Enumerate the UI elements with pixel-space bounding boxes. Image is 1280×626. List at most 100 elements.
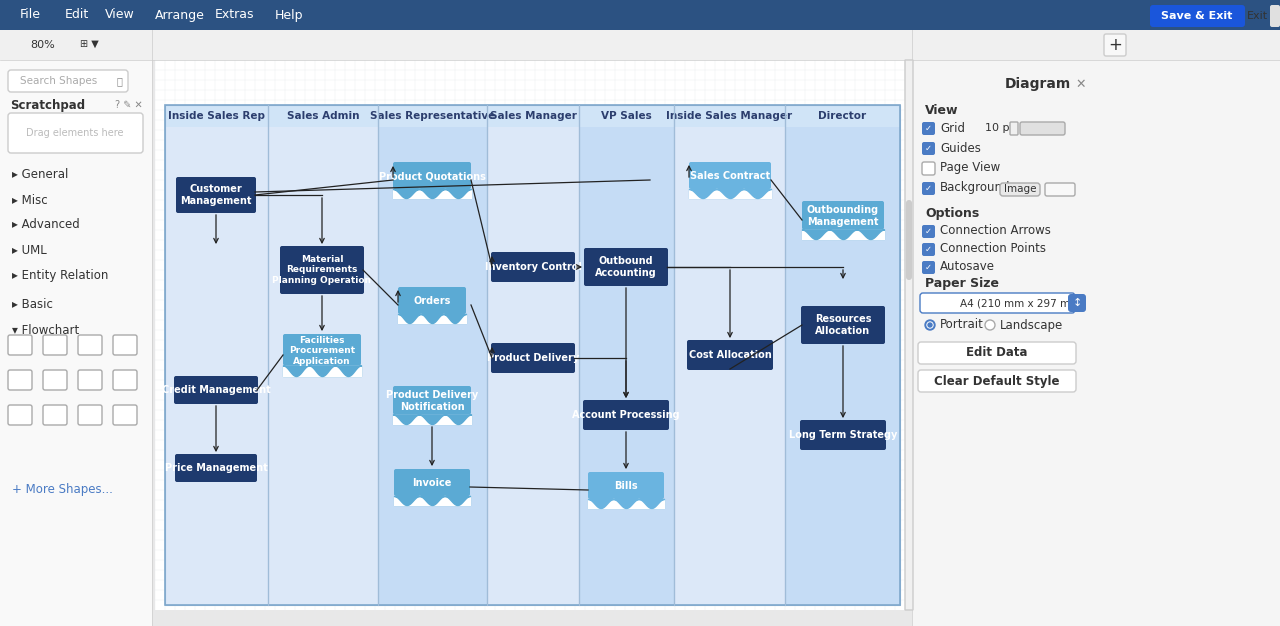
FancyBboxPatch shape bbox=[486, 127, 579, 605]
FancyBboxPatch shape bbox=[283, 334, 361, 366]
FancyBboxPatch shape bbox=[905, 60, 913, 610]
Text: Product Quotations: Product Quotations bbox=[379, 172, 485, 182]
Text: Account Processing: Account Processing bbox=[572, 410, 680, 420]
Circle shape bbox=[927, 322, 933, 328]
Text: Credit Management: Credit Management bbox=[161, 385, 270, 395]
Text: Page View: Page View bbox=[940, 162, 1000, 175]
Text: Customer
Management: Customer Management bbox=[180, 184, 252, 206]
FancyBboxPatch shape bbox=[922, 243, 934, 256]
FancyBboxPatch shape bbox=[588, 472, 664, 499]
Text: Save & Exit: Save & Exit bbox=[1161, 11, 1233, 21]
Text: Image: Image bbox=[1004, 184, 1037, 194]
Text: ✓: ✓ bbox=[924, 183, 932, 193]
FancyBboxPatch shape bbox=[165, 127, 268, 605]
FancyBboxPatch shape bbox=[1044, 183, 1075, 196]
Bar bbox=[675, 105, 785, 605]
FancyBboxPatch shape bbox=[378, 105, 486, 127]
FancyBboxPatch shape bbox=[174, 376, 259, 404]
Text: Clear Default Style: Clear Default Style bbox=[934, 374, 1060, 387]
FancyBboxPatch shape bbox=[268, 127, 378, 605]
FancyBboxPatch shape bbox=[378, 127, 486, 605]
FancyBboxPatch shape bbox=[492, 343, 575, 373]
FancyBboxPatch shape bbox=[0, 30, 1280, 60]
Bar bbox=[785, 105, 900, 605]
Circle shape bbox=[925, 320, 934, 330]
Text: View: View bbox=[105, 9, 134, 21]
FancyBboxPatch shape bbox=[393, 162, 471, 189]
Text: 10 pt: 10 pt bbox=[986, 123, 1014, 133]
Bar bbox=[165, 105, 900, 605]
FancyBboxPatch shape bbox=[177, 177, 256, 213]
FancyBboxPatch shape bbox=[918, 370, 1076, 392]
FancyBboxPatch shape bbox=[486, 105, 579, 127]
FancyBboxPatch shape bbox=[78, 370, 102, 390]
Text: Outbound
Accounting: Outbound Accounting bbox=[595, 256, 657, 278]
FancyBboxPatch shape bbox=[78, 405, 102, 425]
Text: Product Delivery
Notification: Product Delivery Notification bbox=[385, 391, 479, 412]
Text: ✕: ✕ bbox=[1075, 78, 1085, 91]
Text: Sales Admin: Sales Admin bbox=[287, 111, 360, 121]
Text: VP Sales: VP Sales bbox=[602, 111, 652, 121]
FancyBboxPatch shape bbox=[785, 127, 900, 605]
Text: Inside Sales Manager: Inside Sales Manager bbox=[667, 111, 792, 121]
FancyBboxPatch shape bbox=[280, 246, 364, 294]
FancyBboxPatch shape bbox=[1103, 34, 1126, 56]
Text: Facilities
Procurement
Application: Facilities Procurement Application bbox=[289, 336, 355, 366]
Text: Paper Size: Paper Size bbox=[925, 277, 998, 289]
Text: Bills: Bills bbox=[614, 481, 637, 491]
Text: 🔍: 🔍 bbox=[116, 76, 122, 86]
Text: Landscape: Landscape bbox=[1000, 319, 1064, 332]
FancyBboxPatch shape bbox=[8, 335, 32, 355]
FancyBboxPatch shape bbox=[8, 405, 32, 425]
Text: Portrait: Portrait bbox=[940, 319, 984, 332]
FancyBboxPatch shape bbox=[584, 248, 668, 286]
FancyBboxPatch shape bbox=[801, 306, 884, 344]
FancyBboxPatch shape bbox=[398, 287, 466, 314]
FancyBboxPatch shape bbox=[175, 454, 257, 482]
FancyBboxPatch shape bbox=[687, 340, 773, 370]
Text: Exit: Exit bbox=[1247, 11, 1267, 21]
FancyBboxPatch shape bbox=[44, 335, 67, 355]
FancyBboxPatch shape bbox=[803, 201, 884, 230]
FancyBboxPatch shape bbox=[8, 113, 143, 153]
Text: ▸ Basic: ▸ Basic bbox=[12, 299, 52, 312]
Text: Extras: Extras bbox=[215, 9, 255, 21]
Text: Help: Help bbox=[275, 9, 303, 21]
FancyBboxPatch shape bbox=[922, 162, 934, 175]
FancyBboxPatch shape bbox=[394, 469, 470, 496]
Text: ▾ Flowchart: ▾ Flowchart bbox=[12, 324, 79, 337]
FancyBboxPatch shape bbox=[922, 142, 934, 155]
FancyBboxPatch shape bbox=[113, 370, 137, 390]
Text: Product Delivery: Product Delivery bbox=[486, 353, 579, 363]
Text: Inventory Control: Inventory Control bbox=[485, 262, 581, 272]
FancyBboxPatch shape bbox=[675, 105, 785, 127]
Circle shape bbox=[986, 320, 995, 330]
Text: Grid: Grid bbox=[940, 121, 965, 135]
FancyBboxPatch shape bbox=[918, 342, 1076, 364]
Text: Material
Requirements
Planning Operation: Material Requirements Planning Operation bbox=[273, 255, 371, 285]
Text: ✓: ✓ bbox=[924, 245, 932, 254]
Text: ▸ Entity Relation: ▸ Entity Relation bbox=[12, 269, 109, 282]
Bar bbox=[579, 105, 675, 605]
Text: ✓: ✓ bbox=[924, 227, 932, 235]
Bar bbox=[165, 105, 268, 605]
FancyBboxPatch shape bbox=[689, 162, 771, 189]
Text: View: View bbox=[925, 103, 959, 116]
Text: ⊞ ▼: ⊞ ▼ bbox=[79, 40, 99, 50]
Text: ✓: ✓ bbox=[924, 143, 932, 153]
Text: ▸ Advanced: ▸ Advanced bbox=[12, 218, 79, 232]
FancyBboxPatch shape bbox=[113, 335, 137, 355]
FancyBboxPatch shape bbox=[1010, 122, 1018, 135]
Text: + More Shapes...: + More Shapes... bbox=[12, 483, 113, 496]
FancyBboxPatch shape bbox=[1020, 122, 1065, 135]
Text: ↕: ↕ bbox=[1073, 298, 1082, 308]
Text: Director: Director bbox=[818, 111, 867, 121]
FancyBboxPatch shape bbox=[1000, 183, 1039, 196]
Text: Outbounding
Management: Outbounding Management bbox=[806, 205, 879, 227]
Bar bbox=[378, 105, 486, 605]
FancyBboxPatch shape bbox=[906, 200, 911, 280]
FancyBboxPatch shape bbox=[579, 105, 675, 127]
FancyBboxPatch shape bbox=[8, 370, 32, 390]
Text: Orders: Orders bbox=[413, 296, 451, 306]
FancyBboxPatch shape bbox=[44, 405, 67, 425]
